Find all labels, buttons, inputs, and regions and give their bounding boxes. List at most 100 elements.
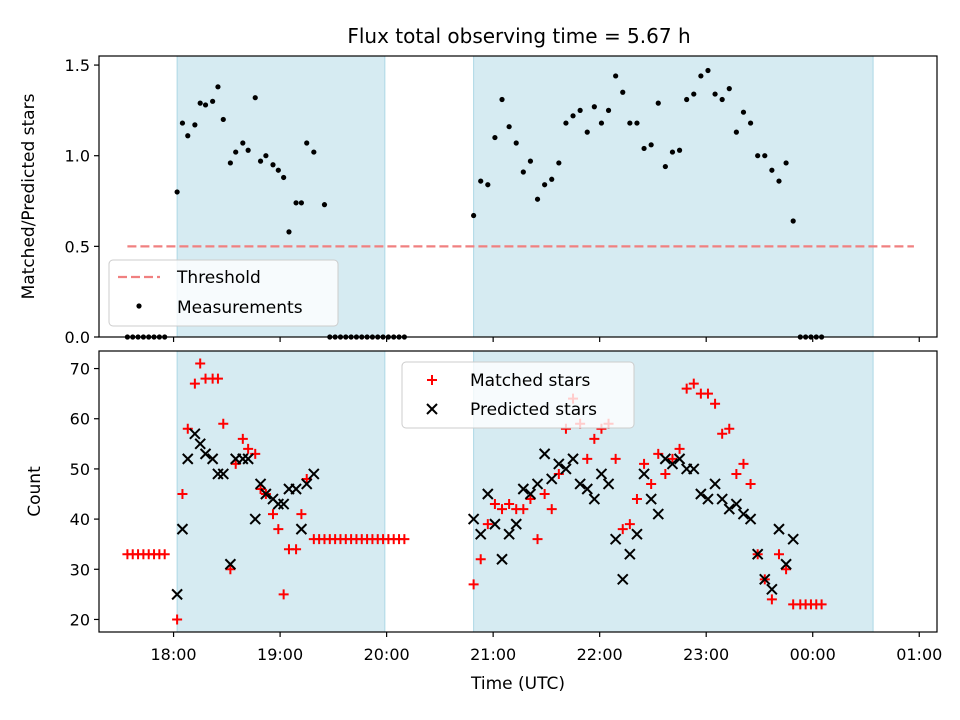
legend-threshold-label: Threshold (176, 268, 261, 288)
predicted-star-point (176, 523, 189, 535)
measurement-point (233, 149, 239, 155)
matched-star-point (296, 509, 307, 520)
matched-star-point (267, 509, 278, 520)
predicted-star-point (295, 523, 308, 535)
measurement-point (492, 134, 498, 141)
matched-star-point (504, 499, 515, 510)
x-tick-label: 00:00 (790, 645, 836, 664)
measurement-point (733, 129, 739, 135)
legend-predicted-label: Predicted stars (470, 400, 597, 420)
predicted-star-point (659, 453, 672, 465)
matched-star-point (660, 468, 671, 479)
predicted-star-point (308, 468, 320, 480)
predicted-star-point (510, 518, 522, 530)
y-tick-label: 50 (70, 460, 90, 479)
measurement-point (712, 91, 718, 97)
measurement-point (542, 182, 548, 188)
y-tick-label: 40 (70, 510, 90, 529)
y-tick-label: 0.5 (65, 237, 90, 256)
matched-star-point (177, 489, 188, 500)
measurement-point (197, 100, 203, 106)
matched-star-point (291, 544, 302, 555)
matched-star-point (468, 579, 479, 590)
measurement-point (549, 176, 555, 182)
measurement-point (270, 162, 276, 168)
matched-star-point (273, 524, 284, 535)
predicted-star-point (242, 453, 254, 465)
x-tick-label: 22:00 (577, 645, 623, 664)
predicted-star-point (744, 513, 757, 525)
legend-predicted-swatch (426, 403, 438, 415)
predicted-star-point (709, 478, 721, 490)
predicted-star-point (766, 583, 778, 596)
predicted-star-point (759, 573, 771, 586)
predicted-star-point (773, 523, 785, 535)
predicted-star-point (602, 478, 615, 490)
matched-star-point (237, 433, 248, 444)
measurement-point (275, 167, 281, 173)
matched-star-point (525, 494, 536, 505)
matched-star-point (667, 453, 678, 464)
matched-star-point (212, 373, 223, 384)
measurement-point (726, 86, 732, 92)
measurement-point (506, 124, 512, 130)
measurement-point (641, 145, 647, 152)
legend-box (108, 259, 339, 327)
measurement-point (471, 212, 477, 219)
legend-matched-label: Matched stars (470, 371, 590, 391)
predicted-star-point (538, 448, 551, 460)
matched-star-point (546, 504, 557, 515)
measurement-point (648, 142, 654, 148)
predicted-star-point (666, 458, 679, 470)
predicted-star-point (695, 488, 707, 500)
matched-star-point (766, 594, 777, 605)
measurement-point (245, 147, 251, 153)
matched-star-point (497, 504, 508, 515)
measurement-point (755, 153, 761, 159)
predicted-star-point (475, 528, 487, 540)
legend-box (401, 361, 635, 429)
predicted-star-point (217, 468, 229, 480)
predicted-star-point (482, 488, 494, 500)
measurement-point (740, 109, 747, 115)
measurement-point (240, 140, 246, 146)
predicted-star-point (189, 428, 201, 440)
predicted-star-point (517, 483, 530, 495)
predicted-star-point (503, 528, 515, 540)
matched-star-point (624, 519, 635, 530)
measurement-point (556, 160, 562, 166)
predicted-star-point (787, 533, 799, 545)
predicted-star-point (617, 573, 629, 586)
measurement-point (719, 96, 725, 103)
measurement-point (293, 200, 299, 206)
measurement-point (499, 96, 505, 103)
matched-star-point (278, 589, 289, 600)
measurement-point (691, 91, 697, 97)
matched-star-point (539, 489, 550, 500)
predicted-star-point (574, 478, 586, 490)
predicted-star-point (260, 488, 272, 500)
matched-star-point (745, 478, 756, 489)
measurement-point (286, 229, 292, 235)
measurement-point (669, 149, 676, 155)
matched-star-point (589, 433, 600, 444)
predicted-star-point (737, 508, 750, 520)
legend-matched-swatch (427, 375, 437, 385)
legend-measurements-label: Measurements (177, 298, 303, 318)
predicted-star-point (673, 453, 686, 465)
measurement-point (563, 120, 569, 126)
matched-star-point (731, 468, 742, 479)
predicted-star-point (638, 468, 650, 480)
predicted-star-point (531, 478, 544, 490)
shaded-interval (473, 55, 874, 338)
y-tick-label: 1.5 (65, 56, 90, 75)
predicted-star-point (652, 508, 664, 520)
predicted-star-point (496, 553, 508, 565)
matched-star-point (631, 494, 642, 505)
measurement-point (478, 178, 484, 184)
predicted-star-point (645, 493, 657, 505)
measurement-point (281, 174, 287, 181)
measurement-point (577, 107, 583, 113)
predicted-star-point (595, 468, 608, 480)
measurement-point (776, 178, 782, 184)
